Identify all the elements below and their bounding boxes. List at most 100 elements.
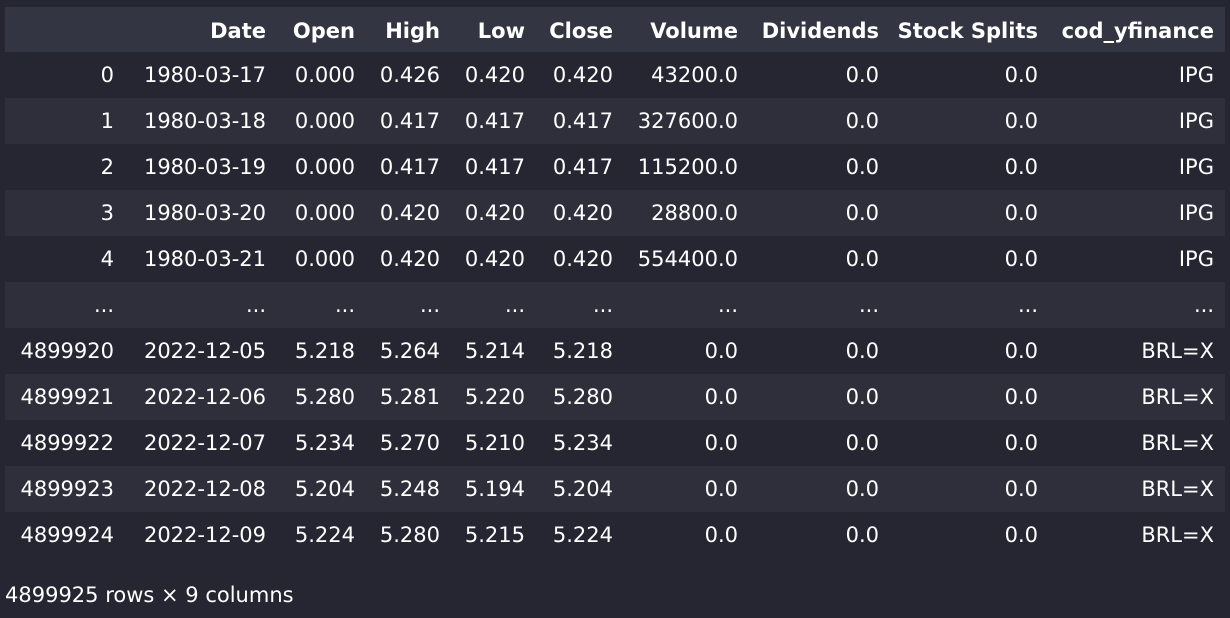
cell-stock-splits: 0.0 (1004, 339, 1038, 363)
cell-open: 5.204 (294, 477, 355, 501)
cell-dividends: 0.0 (845, 339, 879, 363)
cell-high: ... (419, 293, 440, 317)
row-index: 3 (100, 201, 114, 225)
cell-cod-yfinance: IPG (1178, 201, 1214, 225)
row-index: 4899920 (20, 339, 114, 363)
cell-low: 0.417 (464, 109, 525, 133)
cell-dividends: 0.0 (845, 109, 879, 133)
cell-cod-yfinance: IPG (1178, 109, 1214, 133)
cell-open: 0.000 (294, 109, 355, 133)
cell-high: 0.420 (379, 247, 440, 271)
table-row: 4 1980-03-21 0.000 0.420 0.420 0.420 554400.0 0… (5, 236, 1225, 282)
column-header-open: Open (292, 18, 355, 43)
cell-volume: 0.0 (704, 339, 738, 363)
cell-date: ... (245, 293, 266, 317)
cell-date: 1980-03-17 (143, 63, 266, 87)
cell-cod-yfinance: IPG (1178, 247, 1214, 271)
cell-stock-splits: ... (1017, 293, 1038, 317)
cell-date: 2022-12-07 (143, 431, 266, 455)
cell-low: 5.215 (464, 523, 525, 547)
cell-close: 5.280 (552, 385, 613, 409)
cell-date: 2022-12-05 (143, 339, 266, 363)
row-index: 4899922 (20, 431, 114, 455)
column-header-volume: Volume (650, 18, 738, 43)
row-index: ... (93, 293, 114, 317)
cell-volume: 0.0 (704, 431, 738, 455)
cell-close: ... (592, 293, 613, 317)
dataframe-shape-summary: 4899925 rows × 9 columns (5, 583, 294, 607)
row-index: 4899921 (20, 385, 114, 409)
cell-dividends: 0.0 (845, 155, 879, 179)
cell-close: 0.417 (552, 109, 613, 133)
cell-date: 1980-03-19 (143, 155, 266, 179)
column-header-dividends: Dividends (761, 18, 879, 43)
cell-date: 1980-03-21 (143, 247, 266, 271)
cell-cod-yfinance: IPG (1178, 63, 1214, 87)
cell-high: 0.426 (379, 63, 440, 87)
cell-low: 0.420 (464, 247, 525, 271)
column-header-high: High (385, 18, 440, 43)
table-row: 4899924 2022-12-09 5.224 5.280 5.215 5.224 0.0… (5, 512, 1225, 558)
column-header-stock-splits: Stock Splits (897, 18, 1038, 43)
cell-close: 0.417 (552, 155, 613, 179)
cell-high: 5.248 (379, 477, 440, 501)
cell-open: 5.224 (294, 523, 355, 547)
cell-cod-yfinance: ... (1193, 293, 1214, 317)
cell-open: 5.234 (294, 431, 355, 455)
cell-open: 5.218 (294, 339, 355, 363)
cell-date: 1980-03-18 (143, 109, 266, 133)
cell-dividends: ... (858, 293, 879, 317)
cell-cod-yfinance: IPG (1178, 155, 1214, 179)
cell-high: 5.281 (379, 385, 440, 409)
cell-open: 0.000 (294, 247, 355, 271)
cell-dividends: 0.0 (845, 431, 879, 455)
cell-open: 5.280 (294, 385, 355, 409)
table-row: 4899921 2022-12-06 5.280 5.281 5.220 5.280 0.0… (5, 374, 1225, 420)
column-header-date: Date (210, 18, 266, 43)
cell-stock-splits: 0.0 (1004, 523, 1038, 547)
cell-low: 5.220 (464, 385, 525, 409)
cell-volume: 115200.0 (637, 155, 738, 179)
cell-open: 0.000 (294, 201, 355, 225)
cell-dividends: 0.0 (845, 63, 879, 87)
row-index: 4899923 (20, 477, 114, 501)
cell-volume: 28800.0 (651, 201, 738, 225)
header-row: Date Open High Low Close Volume Dividend… (5, 7, 1225, 52)
cell-date: 2022-12-06 (143, 385, 266, 409)
dataframe-output: Date Open High Low Close Volume Dividend… (5, 7, 1225, 558)
row-index: 4 (100, 247, 114, 271)
cell-dividends: 0.0 (845, 523, 879, 547)
cell-volume: 0.0 (704, 523, 738, 547)
cell-low: 0.417 (464, 155, 525, 179)
cell-cod-yfinance: BRL=X (1141, 385, 1214, 409)
cell-close: 5.224 (552, 523, 613, 547)
table-row: 0 1980-03-17 0.000 0.426 0.420 0.420 43200.0 0.… (5, 52, 1225, 98)
cell-date: 2022-12-09 (143, 523, 266, 547)
cell-volume: 0.0 (704, 477, 738, 501)
table-row: 2 1980-03-19 0.000 0.417 0.417 0.417 115200.0 0… (5, 144, 1225, 190)
cell-cod-yfinance: BRL=X (1141, 431, 1214, 455)
cell-open: ... (334, 293, 355, 317)
column-header-low: Low (477, 18, 525, 43)
dataframe-table: Date Open High Low Close Volume Dividend… (5, 7, 1225, 558)
cell-dividends: 0.0 (845, 385, 879, 409)
cell-stock-splits: 0.0 (1004, 63, 1038, 87)
table-row: 3 1980-03-20 0.000 0.420 0.420 0.420 28800.0 0.… (5, 190, 1225, 236)
cell-high: 5.264 (379, 339, 440, 363)
row-index: 4899924 (20, 523, 114, 547)
cell-high: 5.280 (379, 523, 440, 547)
cell-open: 0.000 (294, 155, 355, 179)
cell-date: 1980-03-20 (143, 201, 266, 225)
cell-volume: 43200.0 (651, 63, 738, 87)
table-row: 4899922 2022-12-07 5.234 5.270 5.210 5.234 0.0… (5, 420, 1225, 466)
cell-cod-yfinance: BRL=X (1141, 339, 1214, 363)
cell-high: 0.417 (379, 109, 440, 133)
row-index: 0 (100, 63, 114, 87)
cell-low: 5.214 (464, 339, 525, 363)
cell-low: 0.420 (464, 63, 525, 87)
column-header-close: Close (549, 18, 613, 43)
cell-date: 2022-12-08 (143, 477, 266, 501)
cell-high: 0.420 (379, 201, 440, 225)
cell-stock-splits: 0.0 (1004, 109, 1038, 133)
table-row: 1 1980-03-18 0.000 0.417 0.417 0.417 327600.0 0… (5, 98, 1225, 144)
